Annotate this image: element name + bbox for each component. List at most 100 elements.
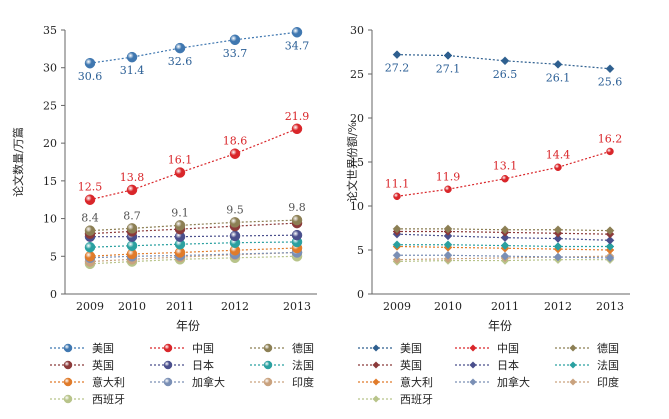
data-point [392, 50, 402, 59]
legend-marker [63, 360, 73, 370]
legend-marker [469, 344, 477, 352]
legend-item: 日本 [455, 358, 519, 372]
legend-label: 德国 [292, 341, 314, 355]
legend-label: 法国 [597, 358, 619, 372]
legend-marker [63, 394, 73, 404]
data-point [291, 214, 303, 226]
data-point [126, 51, 138, 63]
data-point [84, 225, 96, 236]
y-axis-label: 论文世界份额/% [345, 122, 359, 202]
data-point [229, 148, 241, 159]
data-point [606, 147, 614, 156]
legend-label: 加拿大 [192, 375, 225, 389]
legend-label: 加拿大 [497, 375, 530, 389]
data-point [126, 184, 138, 196]
data-label: 25.6 [598, 76, 623, 89]
legend-item: 加拿大 [455, 375, 530, 389]
y-tick-label: 15 [350, 156, 364, 169]
legend-label: 英国 [92, 358, 114, 372]
legend-item: 西班牙 [50, 393, 125, 406]
legend-marker [569, 378, 577, 386]
data-point [500, 233, 510, 243]
legend-label: 日本 [497, 358, 519, 372]
data-point [392, 240, 402, 250]
data-label: 13.1 [493, 160, 518, 173]
x-axis-label: 年份 [488, 319, 512, 333]
series-line [89, 255, 298, 265]
y-tick-label: 10 [350, 200, 364, 213]
legend-marker [372, 361, 380, 369]
series-line [90, 234, 298, 238]
series-line [89, 222, 298, 235]
series-line [89, 128, 298, 201]
data-point [393, 192, 401, 201]
data-label: 31.4 [120, 64, 145, 77]
data-point [392, 250, 402, 260]
legend-item: 印度 [555, 375, 619, 389]
data-point [500, 241, 510, 250]
series-line [89, 247, 298, 257]
y-tick-label: 10 [43, 213, 57, 226]
data-point [553, 252, 563, 262]
legend-marker [469, 361, 477, 369]
data-point [553, 234, 563, 243]
legend-item: 印度 [250, 375, 314, 389]
series-9 [84, 247, 303, 267]
data-label: 9.1 [171, 206, 189, 219]
data-point [553, 242, 563, 251]
right-chart: 0 5 10 15 20 25 30 2009 2010 2011 2012 2013 论文世界份额/%… [345, 24, 630, 406]
y-tick-label: 5 [357, 244, 364, 257]
legend-item: 中国 [455, 342, 519, 355]
legend-marker [372, 344, 380, 352]
x-tick-label: 2010 [118, 300, 146, 313]
data-label: 14.4 [546, 148, 571, 161]
legend-marker [263, 360, 273, 370]
x-tick-label: 2012 [221, 300, 249, 313]
series-2: 12.5 13.8 16.1 18.6 21.9 [78, 110, 309, 205]
x-tick-label: 2011 [491, 300, 519, 313]
data-point [605, 242, 615, 251]
legend-label: 法国 [292, 358, 314, 372]
data-point [174, 220, 186, 231]
left-chart: 0 5 10 15 20 25 30 35 2009 2010 2011 2012 2013 论文数量/万… [11, 24, 317, 406]
legend-marker [263, 377, 273, 387]
series-4 [84, 217, 303, 239]
x-tick-label: 2013 [283, 300, 311, 313]
series-7 [84, 242, 303, 262]
y-tick-label: 35 [43, 24, 57, 37]
data-label: 30.6 [78, 70, 103, 83]
legend-marker [163, 360, 173, 370]
y-tick-label: 20 [43, 137, 57, 150]
data-point [291, 229, 303, 241]
legend-item: 德国 [250, 341, 314, 355]
data-label: 9.8 [288, 201, 306, 214]
legend-item: 意大利 [50, 375, 125, 389]
data-point [126, 223, 138, 234]
data-point [174, 42, 186, 54]
series-8 [392, 250, 615, 263]
legend-marker [263, 343, 273, 353]
legend-label: 日本 [192, 358, 214, 372]
data-label: 9.5 [226, 203, 244, 216]
data-point [392, 255, 402, 265]
data-point [605, 235, 615, 245]
y-tick-label: 5 [50, 250, 57, 263]
data-point [229, 34, 241, 46]
data-point [553, 225, 563, 235]
y-tick-label: 20 [350, 112, 364, 125]
y-tick-label: 15 [43, 175, 57, 188]
series-line [89, 219, 298, 232]
legend-label: 中国 [192, 342, 214, 355]
legend-marker [569, 344, 577, 352]
data-point [554, 163, 562, 172]
legend-item: 法国 [250, 358, 314, 372]
legend-item: 加拿大 [150, 375, 225, 389]
legend-item: 美国 [50, 342, 114, 355]
legend-item: 日本 [150, 358, 214, 372]
legend-item: 美国 [358, 342, 422, 355]
legend-marker [163, 343, 173, 353]
y-tick-label: 0 [357, 288, 364, 301]
